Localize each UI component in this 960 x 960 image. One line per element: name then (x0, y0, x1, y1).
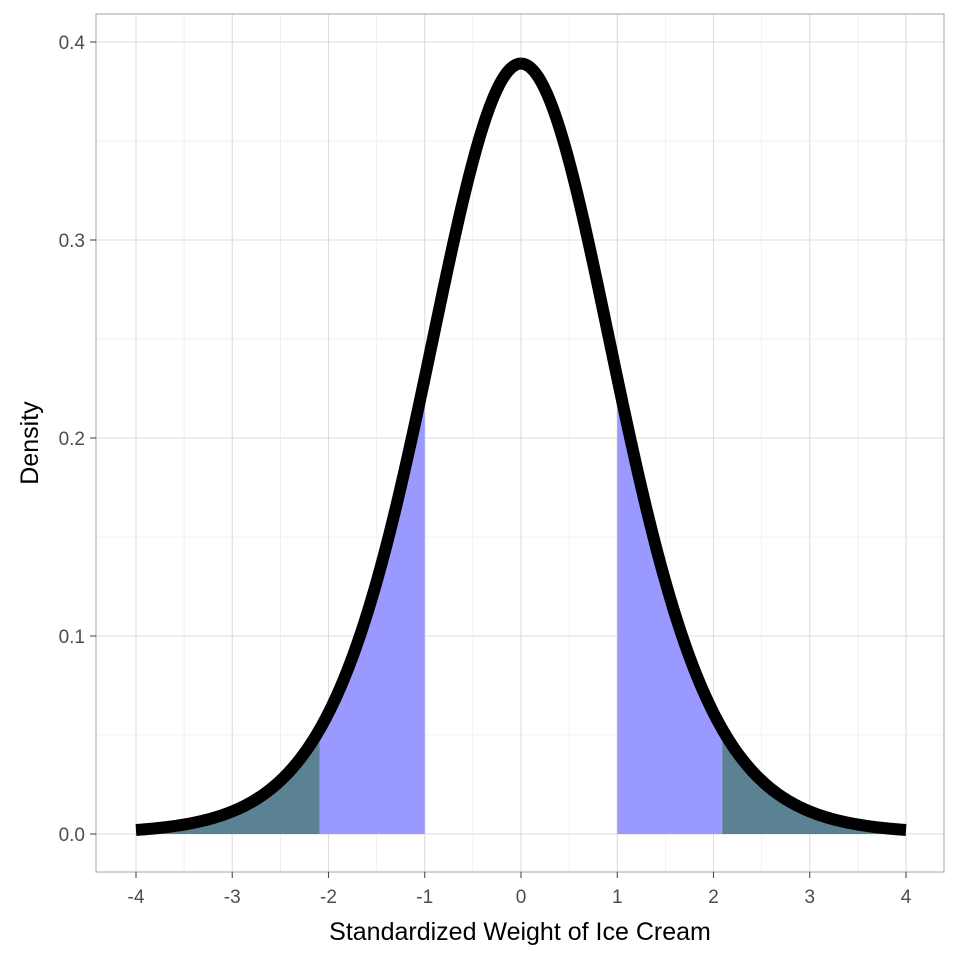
x-tick-label: -4 (128, 887, 145, 908)
x-tick-label: 2 (708, 887, 719, 908)
y-tick-label: 0.1 (59, 627, 85, 648)
grid (96, 14, 944, 872)
density-curve (131, 57, 911, 836)
x-tick-label: -3 (224, 887, 241, 908)
x-tick-label: 0 (516, 887, 527, 908)
x-tick-label: -1 (416, 887, 433, 908)
shaded-region-outer-tail-left (136, 729, 320, 834)
density-curve-group (131, 57, 911, 836)
panel-border (95, 13, 945, 873)
x-tick-label: -2 (320, 887, 337, 908)
y-tick-label: 0.0 (59, 825, 85, 846)
y-tick-label: 0.4 (59, 33, 86, 54)
x-tick-label: 4 (901, 887, 912, 908)
shaded-region-outer-tail-right (722, 729, 906, 834)
y-axis-title: Density (16, 401, 44, 485)
x-tick-label: 1 (612, 887, 623, 908)
axes: -4 -3 -2 -1 0 1 2 3 4 0.0 0.1 0.2 0.3 0.4 (59, 33, 912, 908)
x-tick-label: 3 (804, 887, 815, 908)
x-axis-title: Standardized Weight of Ice Cream (329, 918, 711, 946)
y-tick-label: 0.3 (59, 231, 85, 252)
y-tick-label: 0.2 (59, 429, 85, 450)
